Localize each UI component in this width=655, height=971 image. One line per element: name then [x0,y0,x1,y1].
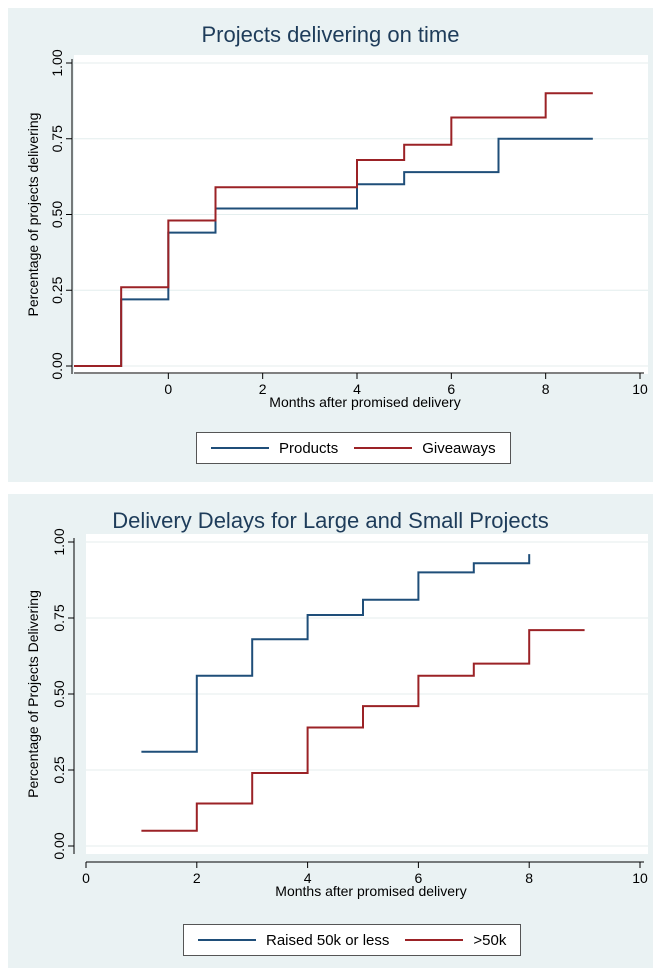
series-line-a [141,554,531,753]
legend-swatch [405,939,464,941]
x-axis-label: Months after promised delivery [275,883,466,899]
chart-panel-2: Delivery Delays for Large and Small Proj… [8,494,653,968]
y-tick-label: 0.25 [51,756,67,783]
legend-item: Raised 50k or less [198,932,389,949]
x-tick-label: 8 [542,381,550,397]
y-tick-label: 0.75 [51,604,67,631]
x-tick-label: 0 [164,381,172,397]
legend-swatch [354,447,413,449]
y-tick-label: 0.50 [49,201,65,228]
chart-plot: 0.00 0.25 0.50 0.75 1.00 0 2 4 6 8 10 Months after … [25,49,648,410]
x-tick-label: 4 [353,381,361,397]
y-tick-label: 0.00 [49,352,65,379]
y-tick-label: 0.50 [51,680,67,707]
legend-label: Products [279,439,339,457]
legend-swatch [211,447,269,449]
x-tick-label: 10 [632,870,648,886]
chart-title: Projects delivering on time [201,22,460,47]
y-axis-label: Percentage of projects delivering [25,113,41,317]
y-tick-label: 0.75 [49,125,65,152]
chart-title: Delivery Delays for Large and Small Proj… [112,508,549,533]
x-tick-label: 6 [447,381,455,397]
y-tick-label: 0.00 [51,832,67,859]
legend-item: Giveaways [354,439,496,457]
x-tick-label: 0 [82,870,90,886]
x-tick-label: 2 [259,381,267,397]
series-line-b [74,92,593,367]
x-axis-label: Months after promised delivery [269,394,460,410]
x-tick-label: 2 [193,870,201,886]
chart-legend: Products Giveaways [196,432,511,464]
legend-label: Raised 50k or less [266,931,390,949]
chart-plot: 0.00 0.25 0.50 0.75 1.00 0 2 4 6 8 10 Months after … [25,528,648,899]
y-tick-label: 1.00 [49,49,65,76]
chart-legend: Raised 50k or less >50k [183,924,522,956]
legend-swatch [198,939,256,941]
y-axis-label: Percentage of Projects Delivering [25,590,41,798]
x-tick-label: 6 [415,870,423,886]
series-line-a [74,137,593,367]
legend-item: >50k [405,932,506,949]
x-tick-label: 10 [632,381,648,397]
legend-label: Giveaways [422,439,496,457]
x-tick-label: 4 [304,870,312,886]
y-tick-label: 1.00 [51,528,67,555]
legend-item: Products [211,440,338,457]
x-tick-label: 8 [525,870,533,886]
series-line-b [141,629,585,832]
y-tick-label: 0.25 [49,276,65,303]
legend-label: >50k [473,931,507,949]
chart-panel-1: Projects delivering on time 0.00 0.25 0.50… [8,8,653,482]
